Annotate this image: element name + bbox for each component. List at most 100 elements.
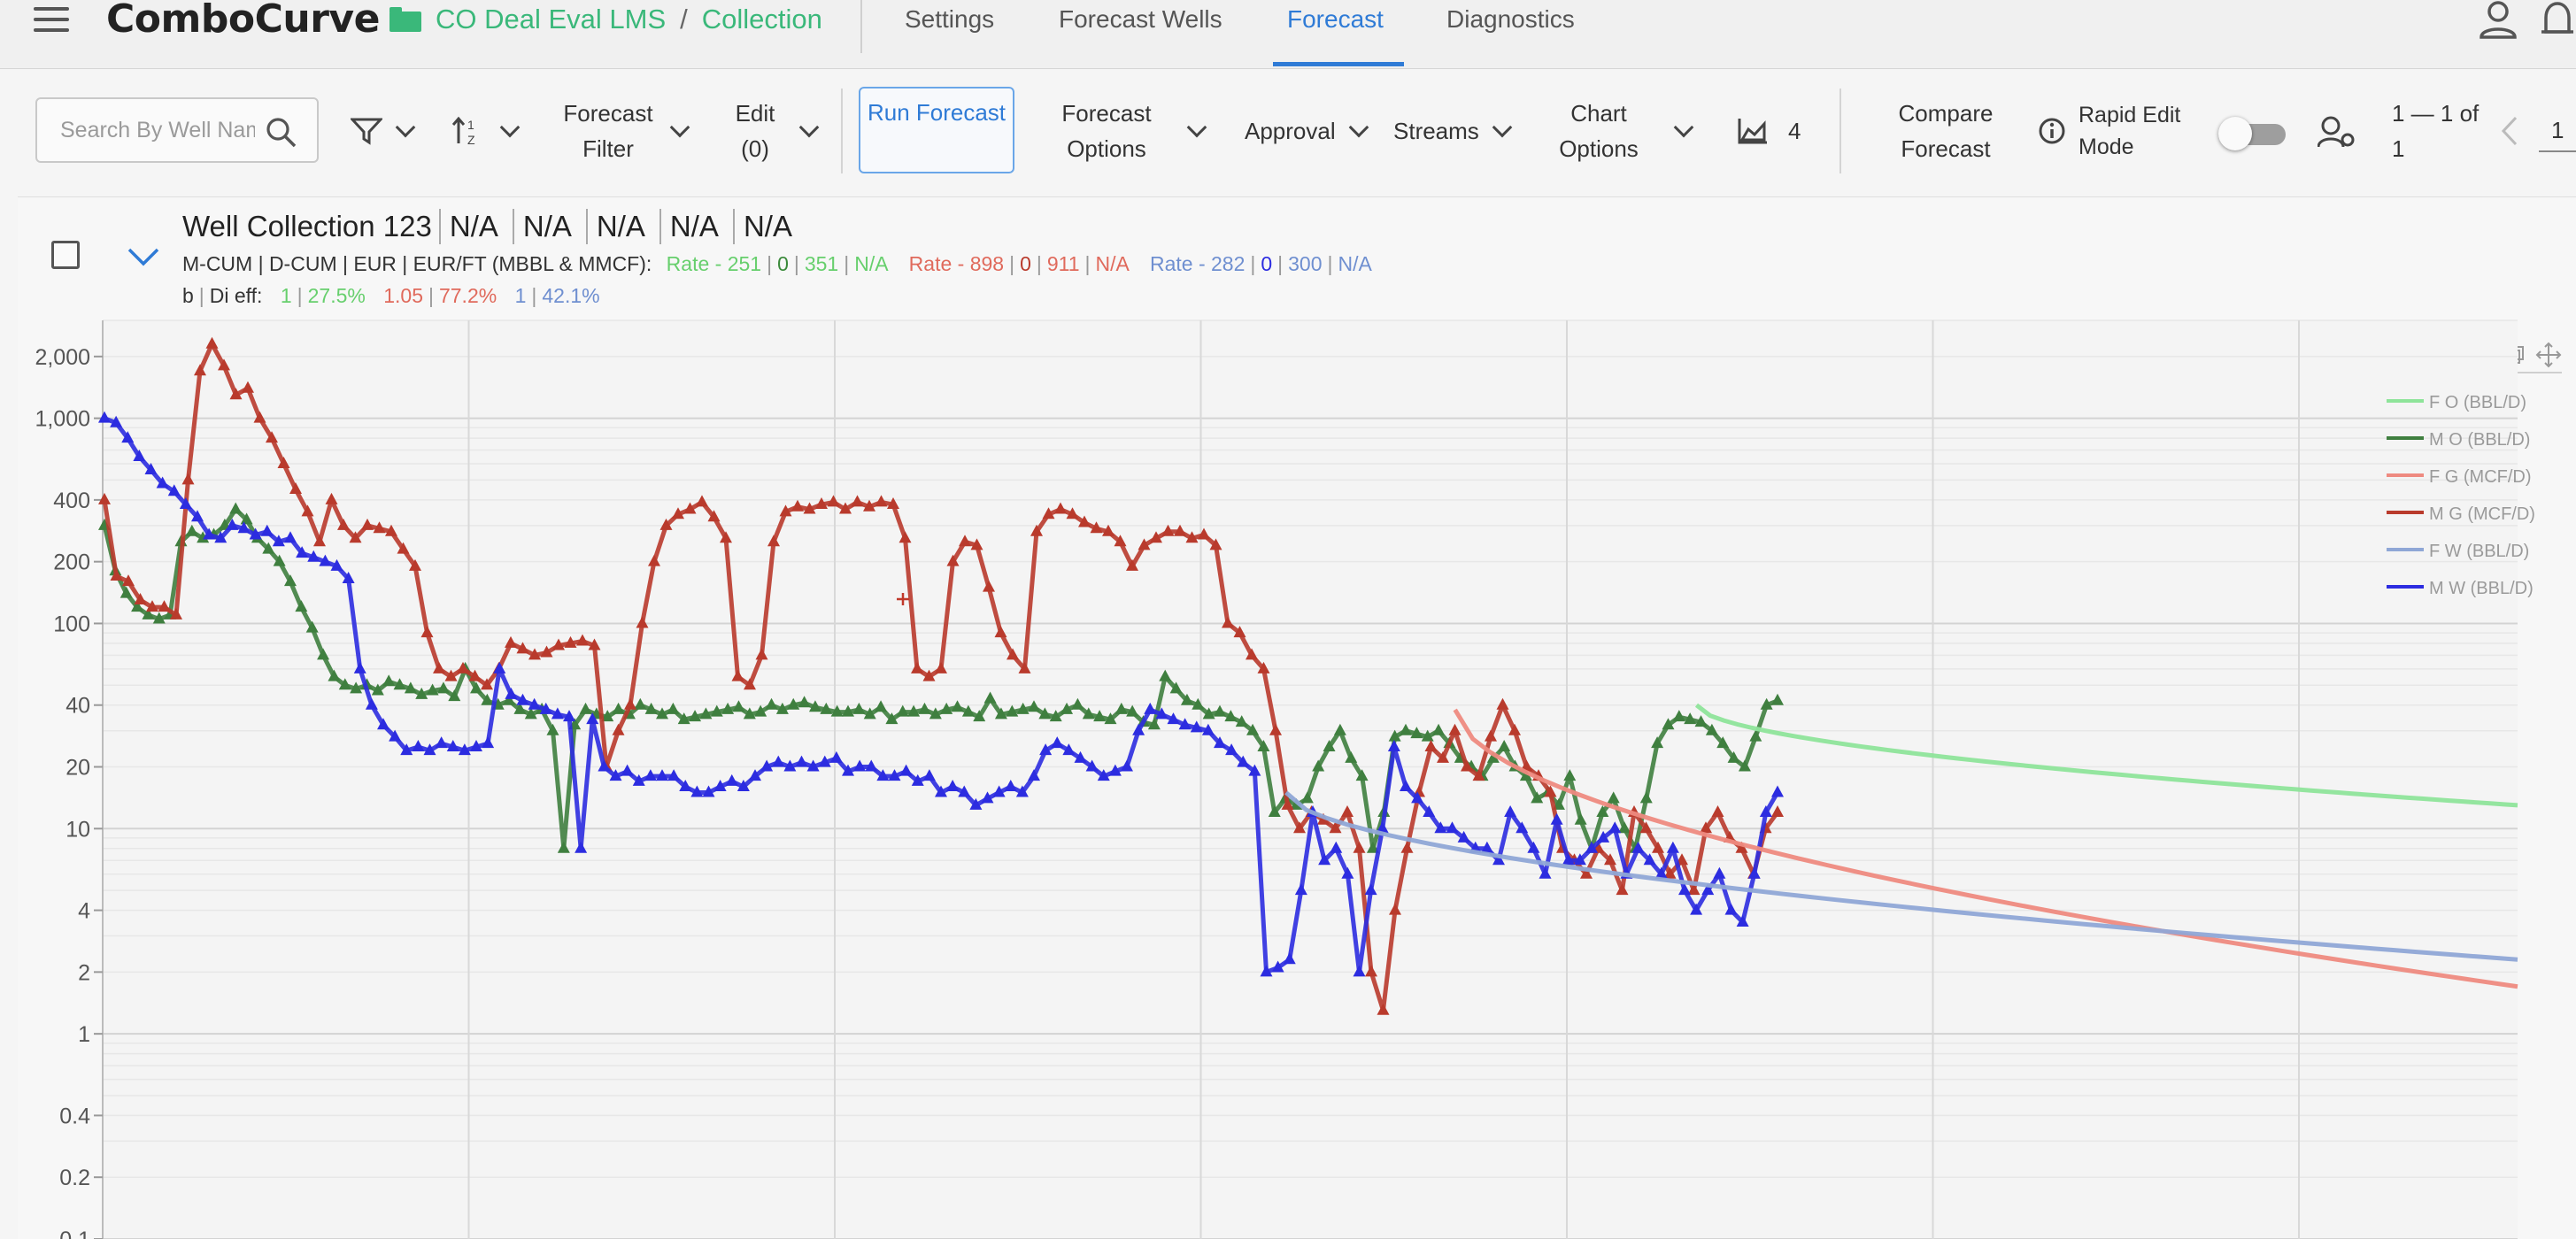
tab-forecast-wells[interactable]: Forecast Wells (1059, 5, 1222, 33)
app-brand[interactable]: ComboCurve (106, 0, 380, 42)
svg-text:1: 1 (467, 118, 474, 132)
sort-menu-button[interactable]: 1 Z (451, 96, 521, 166)
toggle-knob (2218, 117, 2252, 150)
compare-forecast-button[interactable]: Compare Forecast (1893, 96, 1999, 166)
compare-forecast-label: Compare Forecast (1898, 100, 1994, 162)
charts-per-page-button[interactable]: 4 (1737, 96, 1801, 166)
metrics-label: M-CUM | D-CUM | EUR | EUR/FT (MBBL & MMC… (182, 252, 652, 275)
oil-mcum: 0 (777, 252, 789, 275)
chart-options-button[interactable]: Chart Options (1546, 96, 1694, 166)
b-oil: 1 (280, 284, 292, 307)
well-select-checkbox[interactable] (51, 241, 80, 269)
chevron-down-icon (1492, 117, 1513, 138)
chevron-down-icon (798, 117, 820, 138)
di-label: Di eff: (209, 284, 263, 307)
water-eur-ft: N/A (1338, 252, 1372, 275)
water-mcum: 0 (1261, 252, 1273, 275)
di-gas: 77.2% (438, 284, 497, 307)
b-label: b (182, 284, 194, 307)
edit-button[interactable]: Edit (0) (724, 96, 820, 166)
well-title: Well Collection 123 N/A N/A N/A N/A N/A (182, 209, 799, 244)
well-header-value: N/A (438, 209, 505, 244)
sort-icon: 1 Z (451, 116, 475, 147)
gas-eur-ft: N/A (1095, 252, 1129, 275)
water-eur: 300 (1288, 252, 1323, 275)
breadcrumb-project[interactable]: CO Deal Eval LMS (436, 4, 667, 35)
breadcrumb: CO Deal Eval LMS / Collection (389, 0, 822, 39)
b-gas: 1.05 (383, 284, 423, 307)
filter-menu-button[interactable] (351, 96, 416, 166)
rapid-edit-mode-label: Rapid Edit Mode (2079, 103, 2181, 159)
search-input[interactable] (60, 117, 255, 143)
legend-header: Legend (2376, 338, 2562, 373)
streams-label: Streams (1393, 118, 1479, 144)
rapid-edit-toggle[interactable] (2218, 115, 2286, 152)
nav-divider (860, 0, 862, 53)
chevron-down-icon (1348, 117, 1369, 138)
approval-label: Approval (1245, 118, 1336, 144)
chevron-left-icon[interactable] (2496, 115, 2523, 147)
chevron-down-icon (499, 117, 521, 138)
folder-icon (389, 7, 421, 32)
toolbar-divider (841, 88, 843, 173)
tab-diagnostics[interactable]: Diagnostics (1446, 5, 1575, 33)
b-water: 1 (514, 284, 527, 307)
di-oil: 27.5% (307, 284, 366, 307)
well-decline-line: b | Di eff: 1 | 27.5% 1.05 | 77.2% 1 | 42.1% (182, 284, 600, 307)
forecast-options-label: Forecast Options (1061, 100, 1152, 162)
user-account-icon[interactable] (2479, 0, 2518, 39)
user-settings-icon[interactable] (2318, 115, 2356, 150)
well-metrics-line: M-CUM | D-CUM | EUR | EUR/FT (MBBL & MMC… (182, 252, 1372, 275)
di-water: 42.1% (542, 284, 600, 307)
edit-label: Edit (0) (735, 100, 775, 162)
top-nav-bar: ComboCurve CO Deal Eval LMS / Collection… (0, 0, 2576, 69)
tab-forecast[interactable]: Forecast (1287, 5, 1384, 33)
well-header-value: N/A (659, 209, 726, 244)
chart-count: 4 (1788, 117, 1801, 144)
forecast-options-button[interactable]: Forecast Options (1053, 96, 1207, 166)
water-rate: Rate - 282 (1149, 252, 1246, 275)
streams-button[interactable]: Streams (1393, 96, 1513, 166)
active-tab-indicator (1273, 62, 1404, 66)
run-forecast-button[interactable]: Run Forecast (859, 87, 1014, 173)
toolbar-divider (1839, 88, 1841, 173)
gas-rate: Rate - 898 (908, 252, 1005, 275)
page-number-input[interactable]: 1 (2539, 108, 2576, 152)
oil-eur-ft: N/A (854, 252, 888, 275)
move-icon[interactable] (2535, 342, 2562, 368)
gas-eur: 911 (1046, 252, 1080, 275)
chevron-down-icon (669, 117, 690, 138)
filter-icon (351, 118, 382, 145)
info-icon[interactable] (2038, 117, 2066, 145)
copy-icon[interactable] (2505, 345, 2525, 365)
oil-eur: 351 (804, 252, 839, 275)
svg-text:Z: Z (467, 133, 475, 147)
breadcrumb-collection[interactable]: Collection (701, 4, 822, 35)
notifications-bell-icon[interactable] (2539, 0, 2576, 39)
gas-mcum: 0 (1020, 252, 1031, 275)
pagination-label: 1 — 1 of 1 (2392, 100, 2480, 162)
well-search-box (35, 97, 319, 163)
tab-settings[interactable]: Settings (905, 5, 995, 33)
search-icon[interactable] (266, 117, 297, 149)
well-chart-card (18, 196, 2576, 1239)
legend-title: Legend (2395, 343, 2467, 367)
forecast-filter-button[interactable]: Forecast Filter (559, 96, 690, 166)
area-chart-icon (1738, 119, 1767, 144)
approval-button[interactable]: Approval (1245, 96, 1369, 166)
hamburger-menu-icon[interactable] (34, 0, 73, 39)
forecast-toolbar: 1 Z Forecast Filter Edit (0) Run Forecas… (0, 69, 2576, 193)
chart-options-label: Chart Options (1559, 100, 1639, 162)
chevron-down-icon[interactable] (124, 239, 163, 274)
well-header-value: N/A (732, 209, 799, 244)
rapid-edit-mode-info: Rapid Edit Mode (2038, 96, 2194, 166)
well-header-value: N/A (585, 209, 652, 244)
breadcrumb-separator: / (680, 4, 688, 35)
well-header-value: N/A (512, 209, 579, 244)
forecast-filter-label: Forecast Filter (563, 100, 653, 162)
oil-rate: Rate - 251 (666, 252, 762, 275)
well-name: Well Collection 123 (182, 210, 432, 242)
chevron-down-icon (1186, 117, 1207, 138)
chevron-down-icon (1673, 117, 1694, 138)
chevron-down-icon (395, 117, 416, 138)
